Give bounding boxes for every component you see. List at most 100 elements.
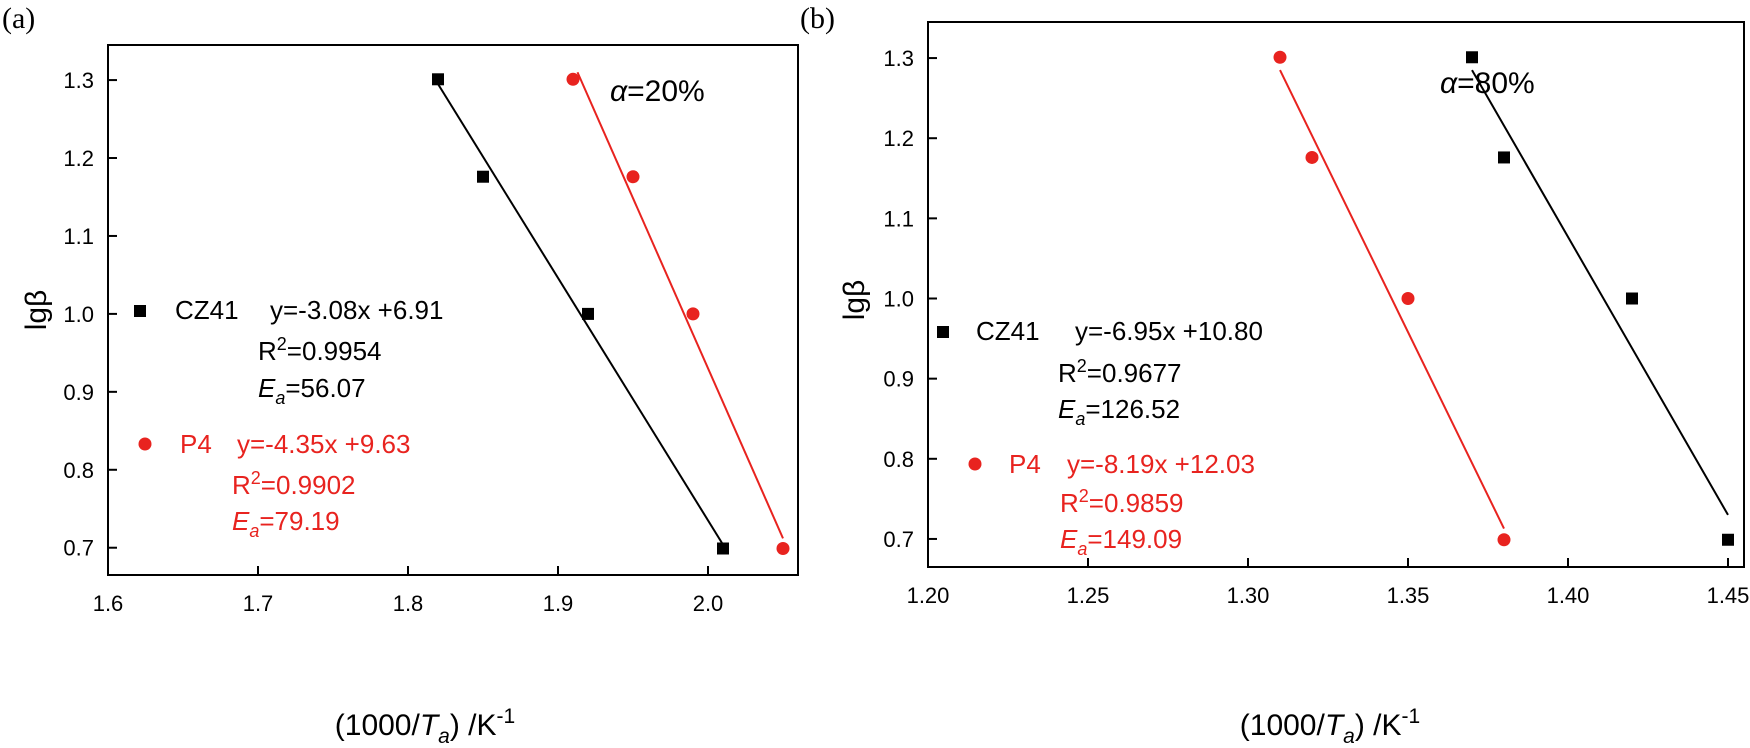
panel-a-alpha-annotation: α=20% xyxy=(610,75,705,108)
panel-a-point-cz41 xyxy=(477,170,489,183)
panel-b-legend-cz41-name: CZ41 xyxy=(976,316,1040,346)
panel-b-point-cz41 xyxy=(1626,292,1638,305)
panel-a-x-tick-label: 1.6 xyxy=(93,591,124,616)
panel-b-y-tick-label: 0.8 xyxy=(883,447,914,472)
panel-a-legend-cz41-equation: y=-3.08x +6.91 xyxy=(270,295,443,325)
ea-sub: a xyxy=(275,388,285,408)
panel-a-point-cz41 xyxy=(432,73,444,86)
ea-label: E xyxy=(1060,524,1078,554)
panel-b-x-tick-label: 1.20 xyxy=(907,583,950,608)
panel-b-legend-p4-equation: y=-8.19x +12.03 xyxy=(1067,449,1255,479)
x-title-var: T xyxy=(1325,709,1346,742)
panel-b-y-tick-label: 0.7 xyxy=(883,527,914,552)
panel-a-legend-cz41-marker xyxy=(134,305,146,317)
panel-a-point-p4 xyxy=(566,72,580,86)
ea-value: =56.07 xyxy=(285,373,365,403)
panel-a-ticks: 1.6 1.7 1.8 1.9 2.0 0.7 0.8 0.9 1.0 1.1 1.2 1.3 xyxy=(63,68,723,616)
panel-b-legend-cz41-ea: Ea=126.52 xyxy=(1058,394,1180,429)
panel-b-x-tick-label: 1.45 xyxy=(1707,583,1750,608)
panel-a-legend-p4: P4 y=-4.35x +9.63 R2=0.9902 Ea=79.19 xyxy=(138,429,410,541)
panel-a-alpha-symbol: α xyxy=(610,75,628,108)
panel-b-legend-p4: P4 y=-8.19x +12.03 R2=0.9859 Ea=149.09 xyxy=(968,449,1255,559)
panel-b-plot-frame xyxy=(927,21,1745,568)
panel-b-x-tick-label: 1.25 xyxy=(1067,583,1110,608)
ea-sub: a xyxy=(1077,539,1087,559)
r2-value: =0.9902 xyxy=(261,470,356,500)
panel-b-point-p4 xyxy=(1305,150,1319,164)
panel-a-y-tick-label: 0.7 xyxy=(63,536,94,561)
panel-b-y-tick-label: 1.1 xyxy=(883,206,914,231)
ea-value: =79.19 xyxy=(259,506,339,536)
panel-a-fit-line-p4 xyxy=(576,71,784,539)
panel-b-point-p4 xyxy=(1497,533,1511,547)
panel-b-points xyxy=(1273,50,1734,547)
panel-b-fit-line-cz41 xyxy=(1471,69,1729,516)
panel-a-plot-frame xyxy=(107,44,799,576)
x-title-post: ) /K xyxy=(1355,709,1402,742)
panel-b: (b) 1.20 1.25 1.30 1.35 1.40 1.45 0.7 0.8 0.9 1.0… xyxy=(800,2,1749,748)
r2-sup: 2 xyxy=(1079,486,1089,506)
panel-a: (a) 1.6 1.7 1.8 1.9 2.0 0.7 0.8 0.9 1.0 1.1 1.2 1.3… xyxy=(2,2,799,748)
r2-sup: 2 xyxy=(277,334,287,354)
panel-a-x-tick-label: 1.7 xyxy=(243,591,274,616)
panel-a-label: (a) xyxy=(2,2,35,35)
panel-b-x-tick-label: 1.40 xyxy=(1547,583,1590,608)
panel-a-point-p4 xyxy=(626,170,640,184)
panel-b-x-tick-label: 1.30 xyxy=(1227,583,1270,608)
x-title-sup: -1 xyxy=(497,705,516,728)
panel-a-legend-p4-equation: y=-4.35x +9.63 xyxy=(237,429,410,459)
panel-b-alpha-annotation: α=80% xyxy=(1440,67,1535,100)
panel-b-y-tick-label: 1.3 xyxy=(883,46,914,71)
r2-value: =0.9859 xyxy=(1089,488,1184,518)
panel-b-fit-line-p4 xyxy=(1279,69,1505,529)
panel-a-legend-p4-name: P4 xyxy=(180,429,212,459)
panel-b-legend-cz41-equation: y=-6.95x +10.80 xyxy=(1075,316,1263,346)
ea-sub: a xyxy=(249,521,259,541)
panel-b-y-axis-title: lgβ xyxy=(838,280,871,321)
panel-b-alpha-symbol: α xyxy=(1440,67,1458,100)
panel-b-label: (b) xyxy=(800,2,835,35)
r2-label: R xyxy=(258,336,277,366)
panel-b-point-p4 xyxy=(1273,50,1287,64)
x-title-sub: a xyxy=(1343,725,1355,748)
panel-b-point-cz41 xyxy=(1722,533,1734,546)
ea-sub: a xyxy=(1075,409,1085,429)
x-title-pre: (1000/ xyxy=(335,709,421,742)
panel-a-y-tick-label: 1.0 xyxy=(63,302,94,327)
panel-b-legend-p4-marker xyxy=(968,457,982,471)
panel-a-legend-cz41-ea: Ea=56.07 xyxy=(258,373,366,408)
panel-a-point-cz41 xyxy=(717,542,729,555)
panel-a-fit-line-cz41 xyxy=(437,83,724,546)
r2-sup: 2 xyxy=(1077,356,1087,376)
x-title-sub: a xyxy=(438,725,450,748)
panel-b-legend-cz41: CZ41 y=-6.95x +10.80 R2=0.9677 Ea=126.52 xyxy=(937,316,1263,429)
panel-b-y-tick-label: 0.9 xyxy=(883,367,914,392)
panel-b-alpha-value: =80% xyxy=(1457,67,1535,100)
panel-b-legend-cz41-r2: R2=0.9677 xyxy=(1058,356,1182,388)
ea-label: E xyxy=(1058,394,1076,424)
panel-a-y-tick-label: 0.8 xyxy=(63,458,94,483)
panel-a-legend-p4-ea: Ea=79.19 xyxy=(232,506,340,541)
panel-a-legend-cz41: CZ41 y=-3.08x +6.91 R2=0.9954 Ea=56.07 xyxy=(134,295,443,408)
panel-a-legend-p4-marker xyxy=(138,437,152,451)
x-title-sup: -1 xyxy=(1402,705,1421,728)
ea-label: E xyxy=(232,506,250,536)
panel-b-point-p4 xyxy=(1401,292,1415,306)
r2-value: =0.9954 xyxy=(287,336,382,366)
panel-a-x-tick-label: 2.0 xyxy=(693,591,724,616)
panel-b-point-cz41 xyxy=(1498,151,1510,164)
panel-a-x-tick-label: 1.8 xyxy=(393,591,424,616)
panel-a-y-tick-label: 0.9 xyxy=(63,380,94,405)
x-title-var: T xyxy=(420,709,441,742)
r2-value: =0.9677 xyxy=(1087,358,1182,388)
panel-a-points xyxy=(432,72,790,555)
panel-b-x-axis-title: (1000/Ta) /K-1 xyxy=(1240,705,1420,748)
panel-b-ticks: 1.20 1.25 1.30 1.35 1.40 1.45 0.7 0.8 0.9 1.0 1.1 1… xyxy=(883,46,1749,608)
panel-a-legend-p4-r2: R2=0.9902 xyxy=(232,468,356,500)
panel-a-x-tick-label: 1.9 xyxy=(543,591,574,616)
r2-sup: 2 xyxy=(251,468,261,488)
panel-a-y-tick-label: 1.2 xyxy=(63,146,94,171)
panel-b-legend-p4-name: P4 xyxy=(1009,449,1041,479)
panel-b-legend-p4-r2: R2=0.9859 xyxy=(1060,486,1184,518)
